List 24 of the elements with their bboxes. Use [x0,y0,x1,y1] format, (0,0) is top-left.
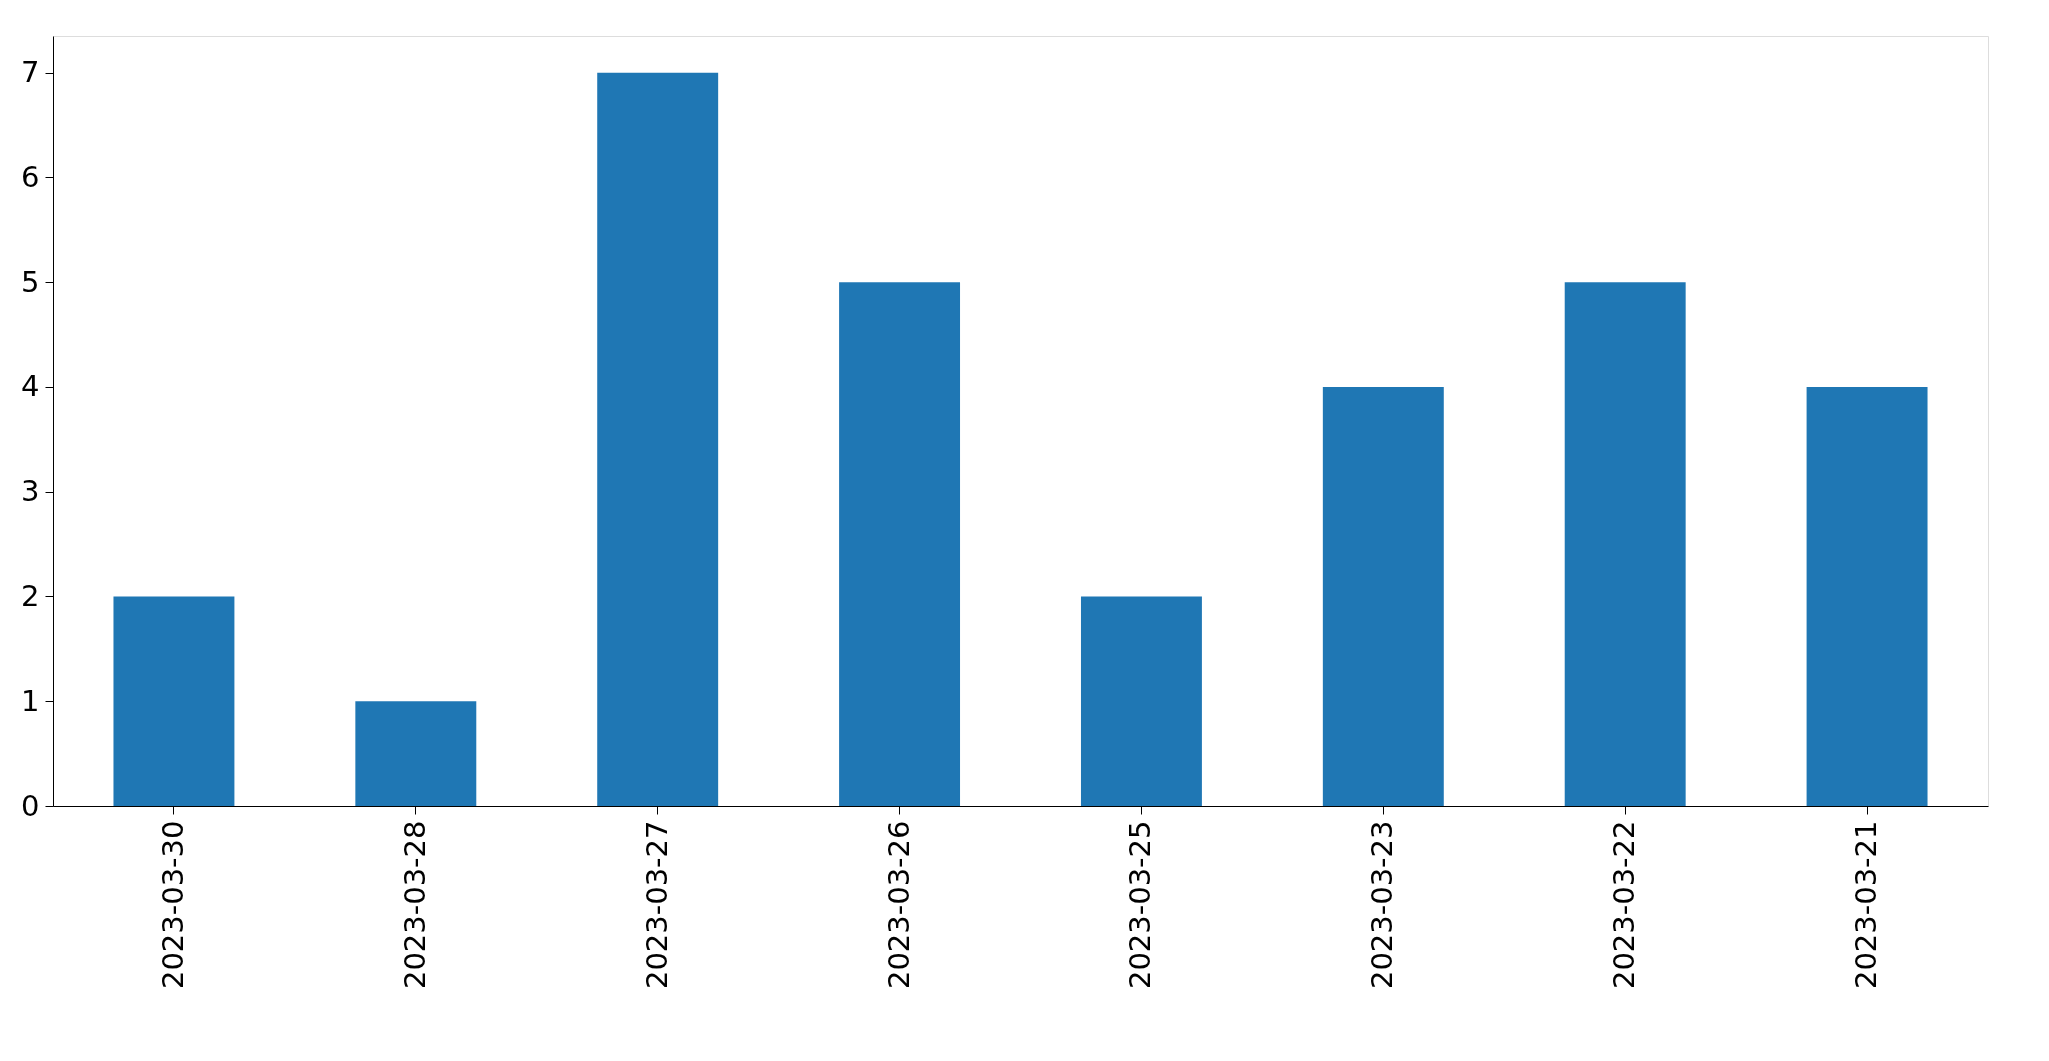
y-tick-label: 0 [21,788,40,823]
bar [355,701,477,806]
bar [113,596,235,806]
bar [1080,596,1202,806]
bar [1322,386,1444,806]
bar [1806,386,1928,806]
y-tick-label: 5 [21,264,40,299]
y-tick-label: 1 [21,683,40,718]
y-tick-label: 4 [21,369,40,404]
y-tick-label: 3 [21,474,40,509]
bar [597,72,719,806]
x-tick-label: 2023-03-28 [397,820,432,990]
x-tick-label: 2023-03-25 [1123,820,1158,990]
y-tick-label: 2 [21,578,40,613]
x-tick-label: 2023-03-30 [155,820,190,990]
x-tick-label: 2023-03-22 [1607,820,1642,990]
x-tick-label: 2023-03-26 [881,820,916,990]
y-tick-label: 6 [21,159,40,194]
bar [839,282,961,806]
x-tick-label: 2023-03-23 [1365,820,1400,990]
y-tick-label: 7 [21,55,40,90]
x-tick-label: 2023-03-21 [1849,820,1884,990]
bar [1564,282,1686,806]
x-tick-label: 2023-03-27 [639,820,674,990]
